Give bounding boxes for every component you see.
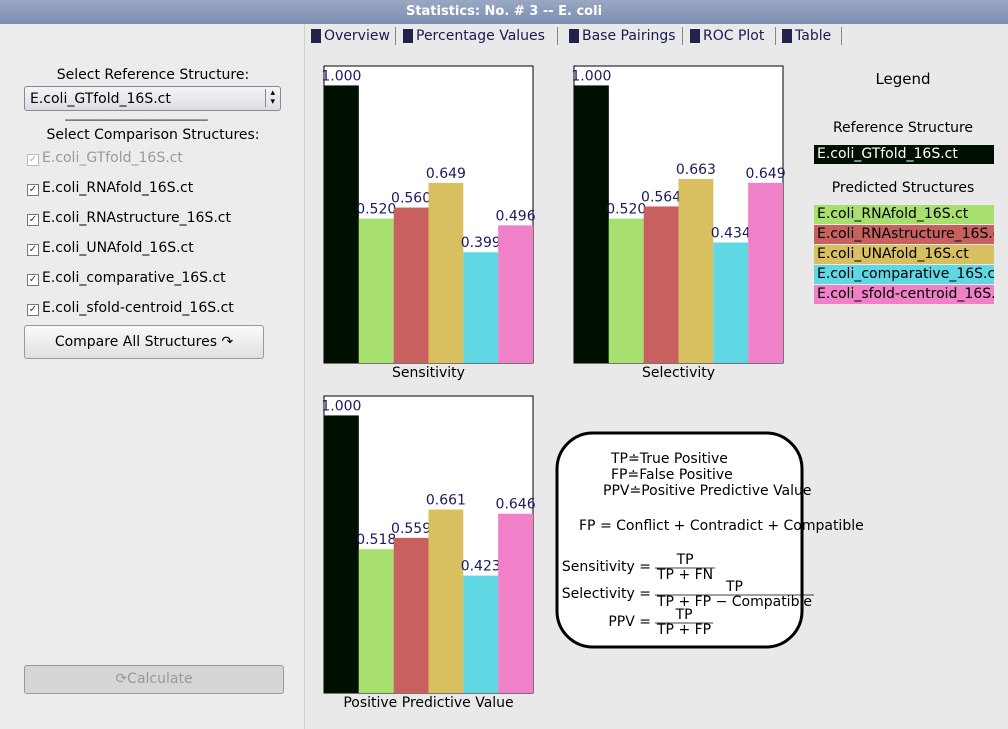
numerator: TP xyxy=(675,607,693,623)
calculate-button-label: Calculate xyxy=(127,671,193,687)
bar xyxy=(678,178,714,363)
bar xyxy=(498,225,533,363)
legend-swatch: E.coli_RNAfold_16S.ct xyxy=(814,205,994,224)
numerator: TP xyxy=(676,552,694,568)
legend-predicted-title: Predicted Structures xyxy=(831,180,975,196)
bar xyxy=(393,537,429,693)
tab[interactable]: Percentage Values xyxy=(400,27,558,45)
checkbox[interactable]: ✓ xyxy=(27,244,39,256)
value-label: 1.000 xyxy=(321,398,361,414)
legend-swatch: E.coli_UNAfold_16S.ct xyxy=(814,245,994,264)
chart-title: Selectivity xyxy=(642,365,715,381)
bar xyxy=(713,242,749,363)
denominator: TP + FP − Compatible xyxy=(656,594,812,610)
value-label: 0.434 xyxy=(711,226,751,242)
checkbox-label[interactable]: E.coli_RNAfold_16S.ct xyxy=(42,180,194,196)
value-label: 0.520 xyxy=(356,202,396,218)
value-label: 1.000 xyxy=(321,68,361,84)
checkbox[interactable]: ✓ xyxy=(27,214,39,226)
value-label: 0.496 xyxy=(496,208,536,224)
sidebar xyxy=(0,24,305,729)
reference-select[interactable]: E.coli_GTfold_16S.ct xyxy=(24,86,281,111)
tab[interactable]: Table xyxy=(779,27,842,45)
formula-frame xyxy=(555,431,804,649)
fraction-label: Sensitivity = xyxy=(562,559,651,575)
legend-swatch: E.coli_RNAstructure_16S.ct xyxy=(814,225,994,244)
bar xyxy=(324,85,359,364)
value-label: 0.520 xyxy=(606,202,646,218)
checkbox-label[interactable]: E.coli_GTfold_16S.ct xyxy=(42,150,183,166)
value-label: 0.559 xyxy=(391,521,431,537)
numerator: TP xyxy=(725,579,743,595)
denominator: TP + FN xyxy=(656,567,713,583)
bar xyxy=(463,252,499,363)
value-label: 0.661 xyxy=(426,493,466,509)
value-label: 0.564 xyxy=(641,189,681,205)
comparison-label: Select Comparison Structures: xyxy=(46,127,260,143)
value-label: 0.663 xyxy=(676,162,716,178)
compare-button[interactable]: Compare All Structures ↷ xyxy=(24,325,264,359)
chart-title: Sensitivity xyxy=(392,365,465,381)
value-label: 0.646 xyxy=(496,497,536,513)
value-label: 0.649 xyxy=(746,166,786,182)
definition: FP≐False Positive xyxy=(611,467,733,483)
bar xyxy=(393,207,429,363)
value-label: 1.000 xyxy=(571,68,611,84)
compare-button-label: Compare All Structures xyxy=(54,334,217,350)
legend-swatch: E.coli_comparative_16S.ct xyxy=(814,265,994,284)
bar xyxy=(358,218,394,363)
separator: ----------------------------------------… xyxy=(64,113,209,126)
checkbox[interactable]: ✓ xyxy=(27,154,39,166)
bar xyxy=(324,415,359,693)
definition: TP≐True Positive xyxy=(610,451,728,467)
checkbox-label[interactable]: E.coli_comparative_16S.ct xyxy=(42,270,226,286)
bar xyxy=(428,509,464,693)
legend-swatch: E.coli_GTfold_16S.ct xyxy=(814,145,994,164)
value-label: 0.560 xyxy=(391,191,431,207)
bar xyxy=(498,513,533,693)
checkbox-label[interactable]: E.coli_sfold-centroid_16S.ct xyxy=(42,300,234,316)
fp-equation: FP = Conflict + Contradict + Compatible xyxy=(579,518,864,534)
legend-title: Legend xyxy=(875,70,931,88)
tab[interactable]: Overview xyxy=(308,27,396,45)
checkbox[interactable]: ✓ xyxy=(27,304,39,316)
bar xyxy=(748,182,783,363)
fraction-label: Selectivity = xyxy=(562,586,651,602)
checkbox[interactable]: ✓ xyxy=(27,274,39,286)
tab[interactable]: ROC Plot xyxy=(687,27,776,45)
fraction-label: PPV = xyxy=(608,614,651,630)
checkbox[interactable]: ✓ xyxy=(27,184,39,196)
value-label: 0.399 xyxy=(461,235,501,251)
calculate-button[interactable]: ⟳Calculate xyxy=(24,665,284,694)
bar xyxy=(608,218,644,363)
checkbox-label[interactable]: E.coli_UNAfold_16S.ct xyxy=(42,240,194,256)
checkbox-label[interactable]: E.coli_RNAstructure_16S.ct xyxy=(42,210,231,226)
chart-title: Positive Predictive Value xyxy=(343,695,513,711)
legend-swatch: E.coli_sfold-centroid_16S.ct xyxy=(814,285,994,304)
reference-label: Select Reference Structure: xyxy=(56,67,250,83)
denominator: TP + FP xyxy=(656,622,711,638)
bar xyxy=(358,549,394,693)
title-bar: Statistics: No. # 3 -- E. coli xyxy=(0,0,1008,24)
value-label: 0.649 xyxy=(426,166,466,182)
value-label: 0.518 xyxy=(356,532,396,548)
bar xyxy=(428,182,464,363)
tab[interactable]: Base Pairings xyxy=(566,27,683,45)
value-label: 0.423 xyxy=(461,559,501,575)
bar xyxy=(643,206,679,363)
bar xyxy=(574,85,609,364)
bar xyxy=(463,575,499,693)
legend-reference-title: Reference Structure xyxy=(832,120,974,136)
definition: PPV≐Positive Predictive Value xyxy=(603,483,812,499)
